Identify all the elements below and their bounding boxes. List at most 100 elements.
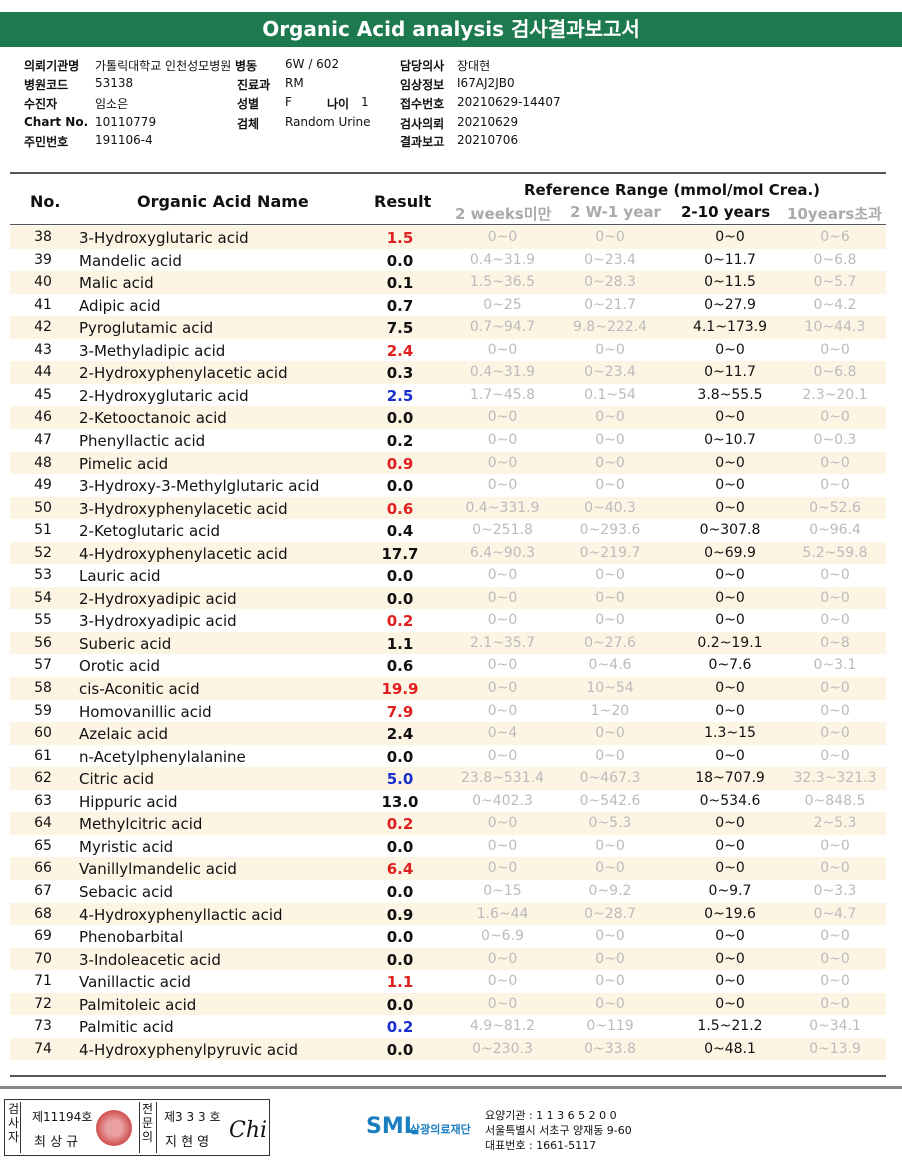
row-number: 47 xyxy=(34,431,52,448)
table-row: 39 Mandelic acid 0.0 0.4~31.9 0~23.4 0~11.7 0~… xyxy=(10,249,886,272)
table-row: 54 2-Hydroxyadipic acid 0.0 0~0 0~0 0~0 0~0 xyxy=(10,586,886,610)
ref-range-under-2-weeks: 0~4 xyxy=(487,725,518,742)
ref-range-2-10y: 0~0 xyxy=(715,815,745,832)
ref-range-2w-1y: 0~0 xyxy=(595,612,625,629)
ref-range-under-2-weeks: 1.6~44 xyxy=(476,905,529,922)
ref-range-under-2-weeks: 6.4~90.3 xyxy=(469,544,536,561)
table-row: 41 Adipic acid 0.7 0~25 0~21.7 0~27.9 0~4.2 xyxy=(10,294,886,317)
table-row: 52 4-Hydroxyphenylacetic acid 17.7 6.4~90.3… xyxy=(10,541,886,565)
ref-range-2w-1y: 0~0 xyxy=(595,409,625,426)
ref-range-over-10y: 32.3~321.3 xyxy=(793,770,877,787)
result-value: 0.9 xyxy=(386,905,414,924)
ref-range-2w-1y: 0~542.6 xyxy=(579,792,641,809)
ref-range-2-10y: 0~307.8 xyxy=(699,522,761,539)
col-result-header: Result xyxy=(374,192,432,211)
row-number: 62 xyxy=(34,770,52,787)
ref-range-under-2-weeks: 0~0 xyxy=(487,612,518,629)
age-value: 1 xyxy=(361,95,369,109)
ref-range-2w-1y: 0~0 xyxy=(595,341,625,358)
acid-name: 3-Hydroxyphenylacetic acid xyxy=(79,499,288,518)
result-value: 0.0 xyxy=(386,995,414,1014)
acid-name: Mandelic acid xyxy=(79,251,182,270)
ref-range-2w-1y: 0.1~54 xyxy=(584,386,636,403)
ref-range-2-10y: 0~19.6 xyxy=(704,905,756,922)
result-value: 0.0 xyxy=(386,409,414,428)
table-row: 61 n-Acetylphenylalanine 0.0 0~0 0~0 0~0 0~0 xyxy=(10,745,886,768)
row-number: 56 xyxy=(34,634,52,651)
ref-range-2w-1y: 0~0 xyxy=(595,725,625,742)
result-value: 0.0 xyxy=(386,950,414,969)
table-bottom-rule xyxy=(10,1075,886,1077)
ref-range-over-10y: 0~0 xyxy=(820,837,850,854)
row-number: 44 xyxy=(34,364,52,381)
ref-range-under-2-weeks: 4.9~81.2 xyxy=(469,1018,536,1035)
acid-name: cis-Aconitic acid xyxy=(79,680,200,698)
ref-range-under-2-weeks: 0~402.3 xyxy=(472,792,533,809)
ref-range-2-10y: 18~707.9 xyxy=(695,770,765,787)
specialist-label: 전문의 xyxy=(139,1102,157,1153)
ref-range-over-10y: 0~3.3 xyxy=(813,882,857,899)
row-number: 53 xyxy=(34,567,52,584)
acid-name: 3-Hydroxyadipic acid xyxy=(79,612,237,631)
ref-range-under-2-weeks: 23.8~531.4 xyxy=(461,770,544,787)
ref-range-over-10y: 0~0 xyxy=(820,477,850,494)
acid-name: 2-Hydroxyphenylacetic acid xyxy=(79,364,288,383)
result-value: 0.2 xyxy=(386,431,414,450)
row-number: 69 xyxy=(34,928,52,945)
table-row: 66 Vanillylmandelic acid 6.4 0~0 0~0 0~0 0~0 xyxy=(10,857,886,880)
institution-label: 의뢰기관명 xyxy=(24,59,80,73)
ref-range-2w-1y: 0~0 xyxy=(595,431,625,448)
receipt-label: 접수번호 xyxy=(400,97,445,111)
ref-col-1: 2 weeks미만 xyxy=(455,205,552,223)
ref-range-2w-1y: 0~5.3 xyxy=(588,815,632,832)
report-label: 결과보고 xyxy=(400,135,445,149)
result-value: 7.9 xyxy=(386,702,414,721)
row-number: 46 xyxy=(34,409,52,426)
row-number: 71 xyxy=(34,973,52,990)
ref-range-over-10y: 2.3~20.1 xyxy=(802,386,868,403)
result-value: 0.2 xyxy=(386,815,414,834)
acid-name: Azelaic acid xyxy=(79,725,169,744)
table-row: 40 Malic acid 0.1 1.5~36.5 0~28.3 0~11.5 0~5.7 xyxy=(10,271,886,294)
acid-name: Methylcitric acid xyxy=(79,815,203,834)
ref-range-2-10y: 0~0 xyxy=(715,973,745,990)
ref-range-header: Reference Range (mmol/mol Crea.) xyxy=(524,181,821,199)
acid-name: Palmitic acid xyxy=(79,1018,174,1037)
table-row: 60 Azelaic acid 2.4 0~4 0~0 1.3~15 0~0 xyxy=(10,722,886,745)
ref-range-under-2-weeks: 0~25 xyxy=(483,296,522,313)
table-row: 44 2-Hydroxyphenylacetic acid 0.3 0.4~31.9 0… xyxy=(10,361,886,384)
id-value: 191106-4 xyxy=(95,133,153,147)
ref-range-over-10y: 0~848.5 xyxy=(804,792,866,809)
ref-range-2w-1y: 10~54 xyxy=(586,680,634,696)
ref-range-2w-1y: 0~4.6 xyxy=(588,657,632,674)
table-row: 69 Phenobarbital 0.0 0~6.9 0~0 0~0 0~0 xyxy=(10,925,886,948)
ref-range-under-2-weeks: 0~0 xyxy=(487,815,518,832)
org-name: 삼광의료재단 xyxy=(410,1123,471,1136)
acid-name: Suberic acid xyxy=(79,634,172,653)
acid-name: Vanillylmandelic acid xyxy=(79,860,237,879)
ref-range-over-10y: 0~0 xyxy=(820,725,850,742)
table-row: 47 Phenyllactic acid 0.2 0~0 0~0 0~10.7 0~0.3 xyxy=(10,429,886,452)
specialist-signature: Chi xyxy=(229,1118,268,1143)
result-value: 0.4 xyxy=(386,522,414,541)
ref-range-under-2-weeks: 0~0 xyxy=(487,950,518,967)
row-number: 51 xyxy=(34,522,52,539)
ref-range-over-10y: 5.2~59.8 xyxy=(802,544,868,561)
result-value: 0.0 xyxy=(386,837,414,856)
ref-col-2: 2 W-1 year xyxy=(570,203,661,221)
ref-range-2w-1y: 0~0 xyxy=(595,928,625,945)
inst-code: 요양기관 : 1 1 3 6 5 2 0 0 xyxy=(485,1109,617,1122)
ref-range-under-2-weeks: 0~0 xyxy=(487,973,518,990)
ref-range-2-10y: 0~0 xyxy=(715,499,745,516)
result-value: 2.5 xyxy=(386,386,414,405)
acid-name: 4-Hydroxyphenylpyruvic acid xyxy=(79,1040,299,1059)
ref-range-2w-1y: 0~0 xyxy=(595,477,625,494)
acid-name: Citric acid xyxy=(79,770,154,789)
ref-range-over-10y: 10~44.3 xyxy=(804,319,866,336)
ref-range-2-10y: 0~0 xyxy=(715,747,745,764)
ref-range-under-2-weeks: 0~0 xyxy=(487,589,518,606)
row-number: 58 xyxy=(34,680,52,696)
ref-range-2w-1y: 0~27.6 xyxy=(584,634,636,651)
ref-range-over-10y: 0~0 xyxy=(820,341,850,358)
ref-range-2-10y: 0~27.9 xyxy=(704,296,756,313)
